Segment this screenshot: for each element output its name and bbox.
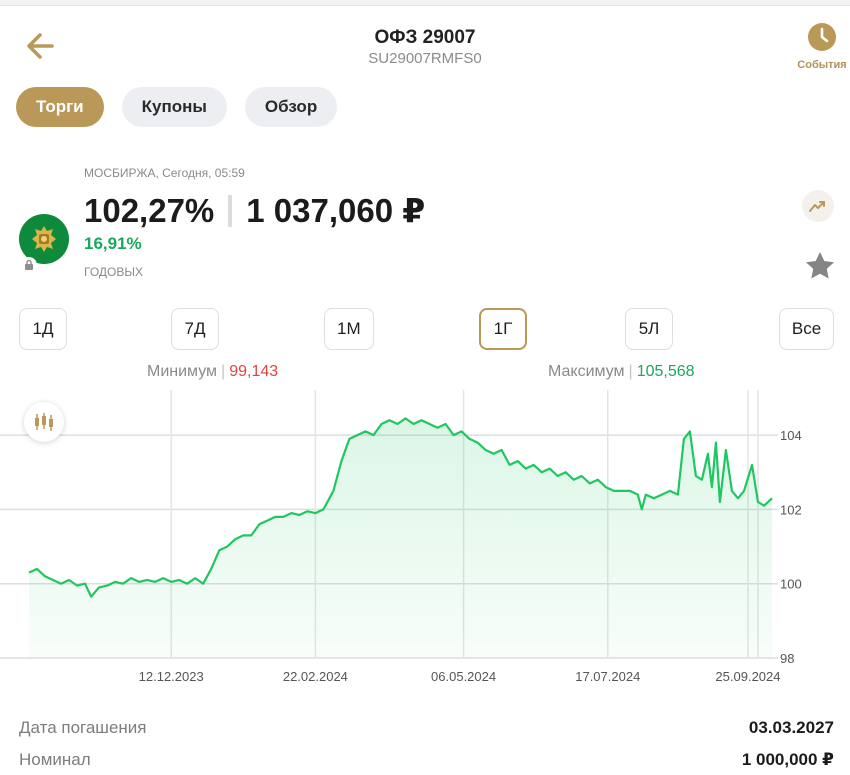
period-1m[interactable]: 1М (324, 308, 374, 350)
y-tick-label: 104 (780, 428, 802, 443)
x-tick-label: 22.02.2024 (283, 669, 348, 684)
price-percent: 102,27% (84, 191, 215, 229)
maturity-label: Дата погашения (19, 718, 147, 737)
nominal-row: Номинал 1 000,000 ₽ (19, 750, 834, 770)
top-bar (0, 0, 850, 6)
min-separator: | (221, 363, 226, 380)
x-tick-label: 12.12.2023 (139, 669, 204, 684)
lock-badge (21, 257, 37, 273)
issuer-logo (19, 214, 69, 264)
maturity-value: 03.03.2027 (748, 718, 834, 737)
period-1d[interactable]: 1Д (19, 308, 67, 350)
exchange-timestamp: МОСБИРЖА, Сегодня, 05:59 (84, 166, 245, 180)
period-all[interactable]: Все (779, 308, 834, 350)
page-title: ОФЗ 29007 (374, 27, 476, 48)
chart-type-button[interactable] (24, 402, 64, 442)
y-tick-label: 100 (780, 577, 802, 592)
tab-bar: Торги Купоны Обзор (16, 87, 338, 127)
max-separator: | (628, 363, 633, 380)
tab-trading[interactable]: Торги (16, 87, 104, 127)
maturity-row: Дата погашения 03.03.2027 (19, 718, 834, 738)
period-1y[interactable]: 1Г (479, 308, 527, 350)
min-label: Минимум (147, 363, 218, 380)
header: ОФЗ 29007 SU29007RMFS0 (0, 26, 850, 68)
max-value: 105,568 (636, 363, 695, 380)
max-value-row: Максимум | 105,568 (548, 363, 695, 381)
price-separator (228, 194, 233, 227)
events-label: События (797, 59, 847, 71)
yield-label: ГОДОВЫХ (84, 265, 143, 279)
price-rub: 1 037,060 ₽ (246, 192, 426, 229)
candlestick-icon (35, 413, 53, 431)
tab-coupons[interactable]: Купоны (121, 87, 227, 127)
nominal-value: 1 000,000 ₽ (741, 750, 834, 769)
period-5y[interactable]: 5Л (625, 308, 673, 350)
back-button[interactable] (22, 28, 62, 64)
period-selector: 1Д 7Д 1М 1Г 5Л Все (19, 308, 834, 350)
tab-overview[interactable]: Обзор (244, 87, 338, 127)
star-icon (806, 252, 834, 279)
x-tick-label: 06.05.2024 (431, 669, 496, 684)
events-button[interactable]: События (792, 22, 850, 71)
lock-icon (25, 259, 33, 270)
arrow-left-icon (27, 33, 54, 59)
emblem-icon (32, 226, 56, 252)
isin-code: SU29007RMFS0 (368, 50, 482, 67)
price-area (29, 418, 772, 658)
clock-icon (808, 23, 836, 51)
min-value-row: Минимум | 99,143 (147, 363, 278, 381)
trend-button[interactable] (802, 190, 834, 222)
yield-value: 16,91% (84, 234, 142, 253)
nominal-label: Номинал (19, 750, 91, 769)
min-value: 99,143 (229, 363, 279, 380)
price-chart[interactable]: 98 100 102 104 12.12.2023 22.02.2024 06.05.202… (0, 390, 850, 690)
x-tick-label: 17.07.2024 (575, 669, 640, 684)
favorite-button[interactable] (804, 250, 836, 282)
period-7d[interactable]: 7Д (171, 308, 219, 350)
y-tick-label: 98 (780, 651, 794, 666)
trend-up-icon (809, 201, 825, 212)
max-label: Максимум (548, 363, 625, 380)
x-tick-label: 25.09.2024 (715, 669, 780, 684)
y-tick-label: 102 (780, 502, 802, 517)
price-line (28, 417, 773, 598)
price-row: 102,27% 1 037,060 ₽ (84, 191, 425, 230)
